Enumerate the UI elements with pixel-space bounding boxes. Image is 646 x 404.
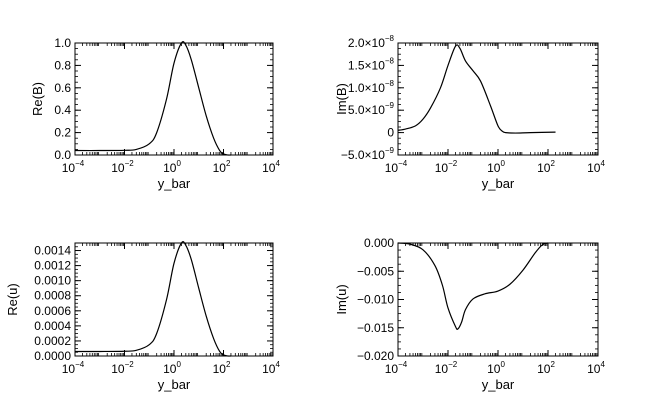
y-axis-label: Re(B): [30, 82, 45, 116]
y-tick-label: 0.6: [54, 81, 71, 95]
y-tick-label: 0.0002: [34, 334, 71, 348]
x-axis-label: y_bar: [158, 176, 191, 191]
x-tick-label: 100: [487, 159, 505, 175]
y-axis-label: Im(B): [334, 83, 349, 115]
y-axis-label: Im(u): [334, 284, 349, 314]
axes-frame: [74, 42, 274, 156]
x-axis-label: y_bar: [482, 377, 515, 392]
x-axis-label: y_bar: [158, 377, 191, 392]
y-tick-label: 0.0006: [34, 304, 71, 318]
x-tick-label: 100: [163, 360, 181, 376]
y-tick-label: −0.015: [357, 321, 394, 335]
x-axis-label: y_bar: [482, 176, 515, 191]
x-tick-label: 10−2: [111, 360, 134, 376]
y-tick-label: 0.0010: [34, 274, 71, 288]
y-tick-label: 1.0×10−8: [348, 79, 395, 95]
panel-imB: 10−4 10−2 100 102 104 −5.0×10−9 0 5.0×10−9 1.0×1…: [334, 34, 605, 191]
y-tick-label: 0.0014: [34, 244, 71, 258]
y-tick-label: 0.0: [54, 148, 71, 162]
panel-reB: 10−4 10−2 100 102 104 0.0 0.2 0.4 0.6 0.8 1.0 y_bar…: [30, 36, 280, 191]
axes-frame: [397, 242, 599, 357]
x-tick-label: 10−4: [62, 159, 85, 175]
x-tick-label: 102: [537, 360, 555, 376]
y-tick-label: 1.0: [54, 36, 71, 50]
x-tick-label: 102: [537, 159, 555, 175]
axes-frame: [397, 42, 599, 156]
x-tick-label: 100: [487, 360, 505, 376]
y-tick-label: 0.0004: [34, 319, 71, 333]
x-tick-label: 104: [587, 360, 605, 376]
x-tick-label: 102: [213, 360, 231, 376]
series-line-reB: [74, 41, 231, 156]
x-tick-label: 10−4: [385, 360, 408, 376]
y-tick-label: 2.0×10−8: [348, 34, 395, 50]
x-tick-label: 10−4: [62, 360, 85, 376]
y-tick-label: 0.000: [364, 236, 394, 250]
x-tick-label: 10−4: [385, 159, 408, 175]
series-line-imB: [397, 44, 556, 134]
axes-frame: [74, 242, 274, 357]
x-tick-label: 10−2: [435, 360, 458, 376]
series-line-imU: [397, 242, 549, 331]
y-tick-label: 0: [387, 126, 394, 140]
series-line-reU: [74, 241, 231, 357]
y-tick-label: 0.2: [54, 126, 71, 140]
x-tick-label: 100: [163, 159, 181, 175]
panel-reU: 10−4 10−2 100 102 1040.00000.00020.00040.000…: [5, 241, 280, 392]
x-tick-label: 104: [262, 159, 280, 175]
y-tick-label: −0.005: [357, 264, 394, 278]
y-tick-label: 1.5×10−8: [348, 56, 395, 72]
x-tick-label: 104: [262, 360, 280, 376]
y-tick-label: 0.0012: [34, 259, 71, 273]
x-tick-label: 104: [587, 159, 605, 175]
x-tick-label: 10−2: [111, 159, 134, 175]
y-tick-label: −5.0×10−9: [341, 146, 395, 162]
y-tick-label: 0.0008: [34, 289, 71, 303]
y-tick-label: −0.020: [357, 349, 394, 363]
y-tick-label: −0.010: [357, 293, 394, 307]
y-tick-label: 0.0000: [34, 349, 71, 363]
y-tick-label: 5.0×10−9: [348, 101, 395, 117]
x-tick-label: 102: [213, 159, 231, 175]
y-tick-label: 0.8: [54, 58, 71, 72]
y-axis-label: Re(u): [5, 283, 20, 316]
x-tick-label: 10−2: [435, 159, 458, 175]
y-tick-label: 0.4: [54, 103, 71, 117]
panel-imU: 10−4 10−2 100 102 104 −0.020 −0.015 −0.010 −0.00…: [334, 236, 605, 392]
